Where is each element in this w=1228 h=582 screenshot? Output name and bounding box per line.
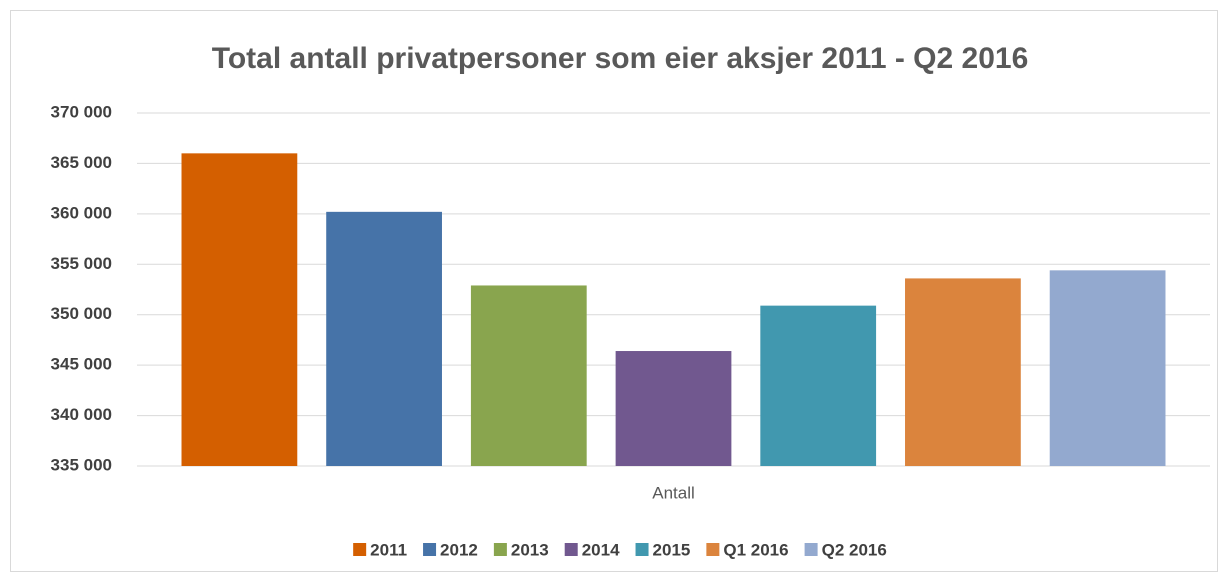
bar — [760, 305, 877, 466]
y-tick-label: 365 000 — [51, 153, 112, 172]
legend-label: Q2 2016 — [822, 540, 887, 559]
bar — [181, 153, 298, 467]
y-tick-label: 350 000 — [51, 304, 112, 323]
y-tick-label: 355 000 — [51, 254, 112, 273]
legend-label: 2012 — [440, 540, 478, 559]
bar — [1049, 270, 1166, 466]
y-tick-label: 360 000 — [51, 203, 112, 222]
y-tick-label: 370 000 — [51, 102, 112, 121]
legend-label: 2011 — [370, 540, 407, 559]
legend-swatch — [564, 543, 578, 556]
bar — [905, 278, 1021, 466]
legend-label: Q1 2016 — [723, 540, 788, 559]
x-tick-label: Antall — [652, 483, 695, 502]
bar — [615, 351, 732, 466]
legend-swatch — [635, 543, 649, 556]
legend-swatch — [423, 543, 437, 556]
legend-label: 2013 — [511, 540, 549, 559]
legend-label: 2014 — [582, 540, 620, 559]
legend-label: 2015 — [653, 540, 691, 559]
y-tick-label: 345 000 — [51, 355, 112, 374]
legend-swatch — [353, 543, 367, 556]
y-tick-label: 340 000 — [51, 405, 112, 424]
bar — [470, 285, 587, 466]
legend-swatch — [493, 543, 507, 556]
legend-swatch — [706, 543, 720, 556]
legend-swatch — [804, 543, 818, 556]
y-tick-label: 335 000 — [51, 455, 112, 474]
bar — [326, 211, 442, 466]
chart-title: Total antall privatpersoner som eier aks… — [212, 42, 1029, 75]
